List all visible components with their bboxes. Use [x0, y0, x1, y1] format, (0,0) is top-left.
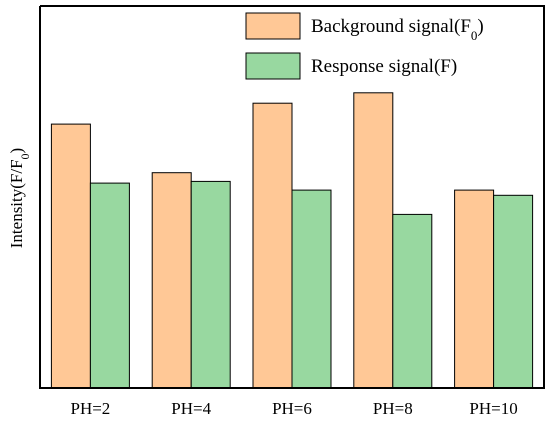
legend-label-1: Response signal(F): [311, 56, 457, 77]
x-tick-label: PH=2: [70, 399, 110, 418]
y-axis-label-group: Intensity(F/F0): [7, 148, 32, 248]
bar-series0-cat1: [151, 172, 192, 389]
bar-series0-cat3: [353, 92, 394, 389]
bar-series1-cat1: [190, 180, 231, 389]
legend: Background signal(F0) Response signal(F): [245, 12, 484, 80]
bar-series1-cat4: [493, 194, 534, 389]
x-tick-label: PH=8: [373, 399, 413, 418]
x-tick-label: PH=4: [171, 399, 211, 418]
bar-series1-cat0: [89, 182, 130, 389]
bar-series1-cat2: [291, 189, 332, 389]
legend-swatch-0: [245, 12, 301, 40]
x-tick-label: PH=6: [272, 399, 312, 418]
bar-series0-cat4: [454, 189, 495, 389]
bar-series1-cat3: [392, 213, 433, 389]
legend-label-0: Background signal(F0): [311, 16, 484, 43]
bar-series0-cat0: [50, 123, 91, 389]
x-tick-label: PH=10: [469, 399, 517, 418]
axes-layer: [39, 5, 545, 389]
legend-swatch-1: [245, 52, 301, 80]
y-axis-label: Intensity(F/F0): [7, 148, 32, 248]
plot-frame: [39, 5, 545, 389]
bar-series0-cat2: [252, 102, 293, 389]
bars-layer: [50, 92, 534, 389]
x-tick-labels: PH=2 PH=4 PH=6 PH=8 PH=10: [70, 399, 517, 418]
